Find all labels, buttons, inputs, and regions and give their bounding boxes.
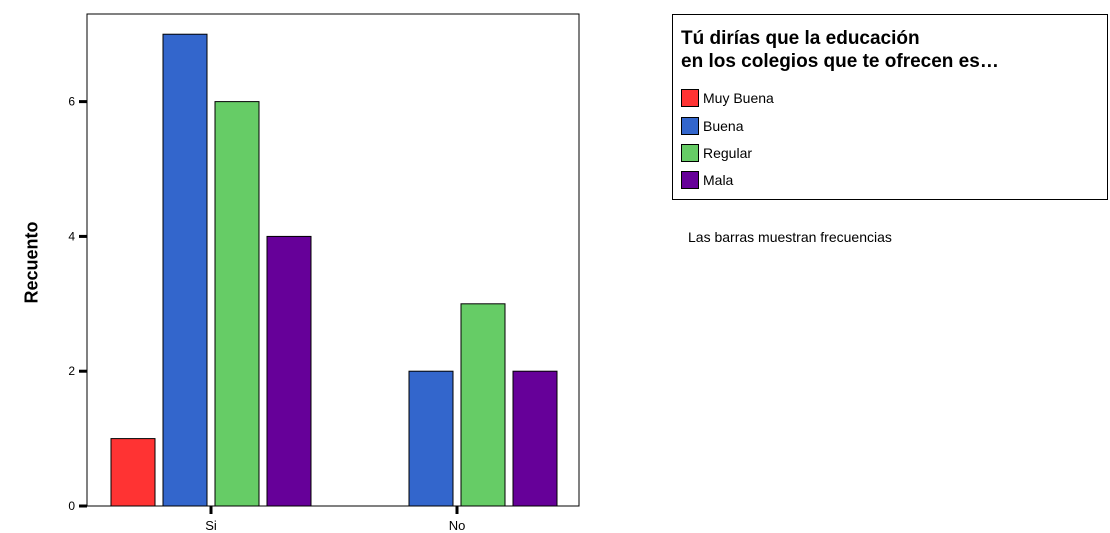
x-axis: Si No bbox=[205, 506, 465, 533]
legend-label-muy-buena: Muy Buena bbox=[703, 89, 774, 106]
bar-si-buena bbox=[162, 33, 208, 507]
y-tick-label-4: 4 bbox=[68, 229, 75, 243]
bars-group bbox=[110, 33, 558, 507]
legend-label-regular: Regular bbox=[703, 144, 753, 161]
legend-item-mala: Mala bbox=[681, 169, 733, 190]
legend-label-buena: Buena bbox=[703, 117, 744, 134]
legend: Tú dirías que la educación en los colegi… bbox=[672, 14, 1108, 200]
y-axis-label: Recuento bbox=[21, 221, 42, 304]
legend-title: Tú dirías que la educación en los colegi… bbox=[681, 27, 999, 73]
bar-si-regular bbox=[214, 101, 260, 507]
y-tick-label-6: 6 bbox=[68, 95, 75, 109]
y-tick-6 bbox=[79, 100, 87, 104]
bar-si-muy-buena bbox=[110, 438, 156, 507]
bar-no-regular bbox=[460, 303, 506, 507]
legend-item-buena: Buena bbox=[681, 115, 743, 136]
legend-swatch-buena bbox=[681, 116, 699, 135]
bar-si-mala bbox=[266, 235, 312, 507]
x-tick-label-no: No bbox=[449, 518, 466, 533]
chart-note: Las barras muestran frecuencias bbox=[688, 229, 892, 245]
legend-title-line-1: Tú dirías que la educación bbox=[681, 28, 920, 49]
y-tick-0 bbox=[79, 504, 87, 508]
legend-title-line-2: en los colegios que te ofrecen es… bbox=[681, 51, 999, 72]
x-tick-si bbox=[209, 506, 213, 514]
legend-item-muy-buena: Muy Buena bbox=[681, 87, 774, 108]
x-tick-label-si: Si bbox=[205, 518, 217, 533]
bar-no-buena bbox=[408, 370, 454, 507]
x-tick-no bbox=[455, 506, 459, 514]
legend-swatch-regular bbox=[681, 143, 699, 162]
bar-no-mala bbox=[512, 370, 558, 507]
y-tick-4 bbox=[79, 234, 87, 238]
y-tick-label-2: 2 bbox=[68, 364, 75, 378]
legend-swatch-mala bbox=[681, 170, 699, 189]
y-tick-label-0: 0 bbox=[68, 499, 75, 513]
y-axis: 0 2 4 6 bbox=[68, 95, 87, 513]
legend-label-mala: Mala bbox=[703, 171, 734, 188]
legend-item-regular: Regular bbox=[681, 142, 752, 163]
y-tick-2 bbox=[79, 369, 87, 373]
legend-swatch-muy-buena bbox=[681, 88, 699, 107]
